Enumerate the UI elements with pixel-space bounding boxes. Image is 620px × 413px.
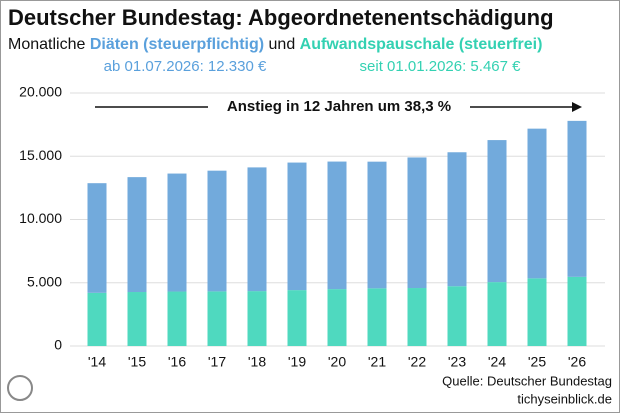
x-tick-label: '16 [168,354,186,370]
x-tick-label: '17 [208,354,226,370]
logo [7,375,33,401]
bar-segment [367,161,387,289]
x-tick-label: '22 [408,354,426,370]
bar-segment [207,170,227,292]
bar-segment [567,276,587,346]
annotation: Anstieg in 12 Jahren um 38,3 % [227,98,451,115]
bar-segment [527,128,547,279]
website: tichyseinblick.de [517,391,612,406]
subtitle: Monatliche Diäten (steuerpflichtig) und … [8,36,542,53]
legend-entry: Aufwandspauschale (steuerfrei) [300,36,543,53]
x-tick-label: '26 [568,354,586,370]
bar-segment [87,292,107,346]
source: Quelle: Deutscher Bundestag [442,373,612,388]
subtitle-prefix: Monatliche [8,36,85,53]
y-tick-label: 20.000 [19,84,62,100]
x-tick-label: '20 [328,354,346,370]
chart-title: Deutscher Bundestag: Abgeordnetenentschä… [8,5,554,30]
x-tick-label: '25 [528,354,546,370]
bar-segment [367,288,387,346]
bar-segment [447,286,467,346]
bar-segment [407,288,427,346]
bar-segment [207,291,227,346]
bar-segment [87,183,107,293]
annotation: seit 01.01.2026: 5.467 € [360,58,522,75]
bar-segment [327,161,347,290]
y-tick-label: 5.000 [27,273,62,289]
bar-segment [287,290,307,346]
x-tick-label: '15 [128,354,146,370]
x-tick-label: '19 [288,354,306,370]
x-tick-label: '14 [88,354,106,370]
bar-segment [167,291,187,346]
subtitle-join: und [269,36,296,53]
legend-entry: Diäten (steuerpflichtig) [90,36,264,53]
bar-segment [527,278,547,346]
bar-segment [127,177,147,293]
annotation: ab 01.07.2026: 12.330 € [104,58,267,75]
bar-segment [447,152,467,287]
arrow-head [572,102,582,112]
y-tick-label: 15.000 [19,147,62,163]
bar-segment [167,173,187,292]
x-tick-label: '24 [488,354,506,370]
bar-segment [487,282,507,346]
bar-segment [327,289,347,346]
x-tick-label: '21 [368,354,386,370]
bar-segment [487,140,507,283]
y-tick-label: 0 [54,337,62,353]
x-tick-label: '23 [448,354,466,370]
x-tick-label: '18 [248,354,266,370]
bar-segment [567,120,587,277]
bar-segment [287,162,307,291]
bar-segment [407,157,427,289]
y-tick-label: 10.000 [19,210,62,226]
bar-segment [247,291,267,346]
bar-segment [247,167,267,292]
bar-segment [127,292,147,346]
